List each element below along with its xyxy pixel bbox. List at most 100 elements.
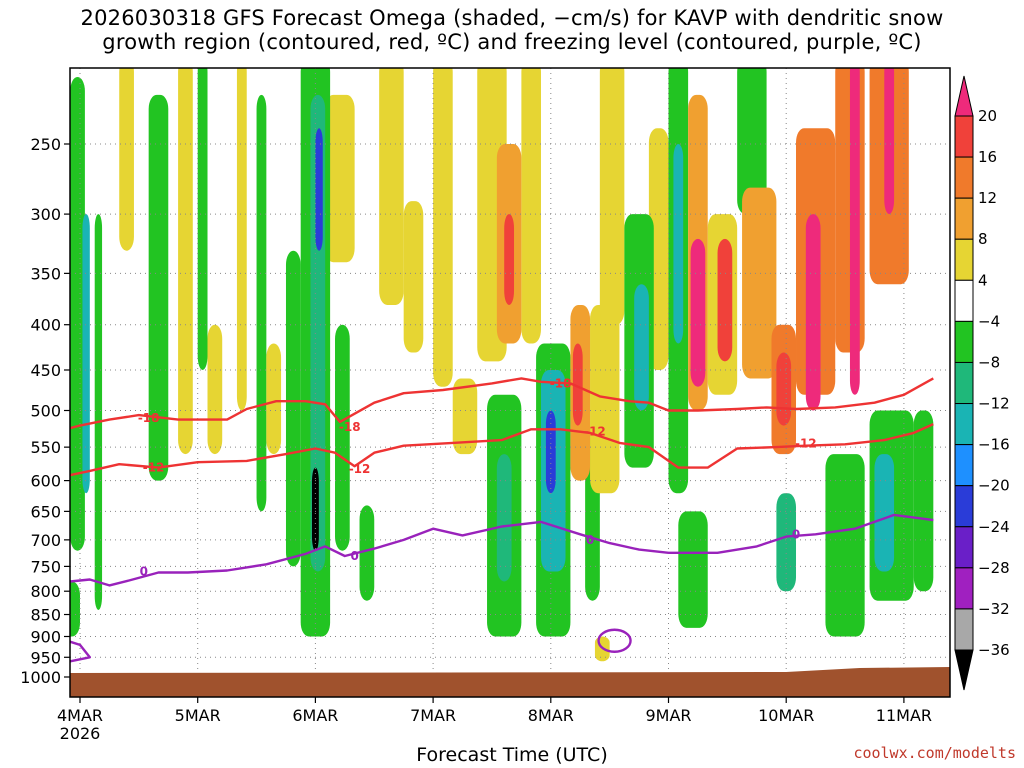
omega-cell-8 <box>236 68 247 411</box>
y-tick-label-300: 300 <box>30 205 61 224</box>
freezing-contour <box>70 513 934 587</box>
title-line-2: growth region (contoured, red, ºC) and f… <box>102 30 922 54</box>
omega-cell-23 <box>590 304 620 494</box>
y-tick-label-400: 400 <box>30 316 61 335</box>
colorbar-bin-8 <box>954 403 974 446</box>
colorbar-bin-11 <box>954 526 974 569</box>
x-tick-label-9MAR: 9MAR <box>645 706 691 725</box>
dgz-contour-0 <box>70 377 934 430</box>
x-tick-label-5MAR: 5MAR <box>175 706 221 725</box>
colorbar-label-6: −8 <box>978 353 1000 371</box>
omega-cell-50 <box>634 284 649 411</box>
colorbar-bin-2 <box>954 156 974 199</box>
y-tick-label-350: 350 <box>30 264 61 283</box>
omega-cell-28 <box>737 68 767 215</box>
dgz-label-0-1: -18 <box>339 420 361 434</box>
colorbar-bin-1 <box>954 115 974 158</box>
colorbar-bin-5 <box>954 279 974 322</box>
omega-cell-4 <box>148 94 169 481</box>
colorbar-bin-0 <box>954 75 974 117</box>
colorbar-label-7: −12 <box>978 395 1010 413</box>
colorbar-label-8: −16 <box>978 436 1010 454</box>
colorbar-label-1: 16 <box>978 148 997 166</box>
omega-cell-16 <box>403 201 424 353</box>
freezing-label-2: 0 <box>586 533 594 547</box>
y-tick-label-900: 900 <box>30 627 61 646</box>
x-axis-title: Forecast Time (UTC) <box>416 744 608 766</box>
freezing-label-3: 0 <box>792 527 800 541</box>
omega-cell-6 <box>197 68 208 370</box>
x-tick-label-11MAR: 11MAR <box>876 706 932 725</box>
colorbar-label-9: −20 <box>978 477 1010 495</box>
title-line-1: 2026030318 GFS Forecast Omega (shaded, −… <box>80 6 944 30</box>
omega-cell-10 <box>266 343 282 455</box>
dgz-label-1-2: -12 <box>584 424 606 438</box>
colorbar-bin-13 <box>954 608 974 651</box>
x-tick-label-8MAR: 8MAR <box>528 706 574 725</box>
omega-cell-59 <box>690 238 706 387</box>
colorbar: 20 16 12 8 4 −4 −8 −12 −16 −20 −24 −28 −32 −36 <box>954 75 1010 691</box>
omega-cell-24 <box>599 68 625 325</box>
omega-cell-13 <box>335 324 350 551</box>
ground-surface <box>70 667 950 697</box>
dgz-label-0-2: -18 <box>550 376 572 390</box>
omega-cell-27 <box>678 511 708 628</box>
colorbar-bin-4 <box>954 238 974 281</box>
freezing-label-1: 0 <box>350 549 358 563</box>
omega-cell-52 <box>835 68 865 353</box>
omega-cell-39 <box>742 187 777 379</box>
omega-cell-43 <box>776 493 797 592</box>
colorbar-bin-3 <box>954 197 974 240</box>
x-tick-label-10MAR: 10MAR <box>758 706 814 725</box>
omega-cell-57 <box>504 214 515 305</box>
x-tick-label-4MAR: 4MAR <box>57 706 103 725</box>
colorbar-label-4: 4 <box>978 271 988 289</box>
x-tick-label-6MAR: 6MAR <box>292 706 338 725</box>
colorbar-bin-12 <box>954 567 974 610</box>
y-tick-label-950: 950 <box>30 648 61 667</box>
colorbar-label-2: 12 <box>978 189 997 207</box>
omega-cell-45 <box>496 454 512 582</box>
omega-cell-55 <box>572 343 583 426</box>
omega-cell-9 <box>256 94 267 512</box>
y-tick-label-700: 700 <box>30 531 61 550</box>
colorbar-bin-9 <box>954 444 974 487</box>
omega-cell-11 <box>285 250 301 567</box>
y-tick-label-1000: 1000 <box>20 668 61 687</box>
omega-cell-12 <box>325 94 355 263</box>
omega-cell-31 <box>70 581 80 637</box>
axes: 250 300 350 400 450 500 550 600 650 700 750 800 850 9… <box>20 67 951 743</box>
colorbar-bin-7 <box>954 361 974 405</box>
omega-cell-62 <box>884 68 895 215</box>
omega-cell-5 <box>178 68 193 455</box>
colorbar-label-12: −32 <box>978 600 1010 618</box>
credit-link[interactable]: coolwx.com/modelts <box>853 744 1016 762</box>
colorbar-label-13: −36 <box>978 641 1010 659</box>
omega-cell-7 <box>207 324 223 455</box>
colorbar-label-10: −24 <box>978 518 1010 536</box>
dgz-contour-1 <box>70 423 934 477</box>
x-tick-sublabel-4MAR: 2026 <box>60 724 101 743</box>
omega-cell-49 <box>82 214 90 494</box>
freezing-label-0: 0 <box>140 564 148 578</box>
dgz-label-1-3: -12 <box>795 437 817 451</box>
y-tick-label-650: 650 <box>30 502 61 521</box>
omega-shading <box>70 68 950 697</box>
colorbar-label-11: −28 <box>978 559 1010 577</box>
contours: -18 -18 -18 -12 -12 -12 -12 0 0 0 0 <box>70 376 934 663</box>
omega-cell-15 <box>379 68 404 305</box>
y-tick-label-800: 800 <box>30 582 61 601</box>
chart-title: 2026030318 GFS Forecast Omega (shaded, −… <box>0 6 1024 54</box>
omega-cell-63 <box>315 128 323 251</box>
colorbar-bin-14 <box>954 649 974 691</box>
colorbar-label-3: 8 <box>978 230 988 248</box>
omega-cell-1 <box>70 76 85 551</box>
y-tick-label-250: 250 <box>30 135 61 154</box>
colorbar-label-0: 20 <box>978 107 997 125</box>
omega-cell-14 <box>359 505 375 601</box>
omega-cell-3 <box>119 68 134 251</box>
omega-cell-65 <box>311 467 319 551</box>
dgz-label-1-0: -12 <box>143 461 165 475</box>
y-tick-label-550: 550 <box>30 438 61 457</box>
